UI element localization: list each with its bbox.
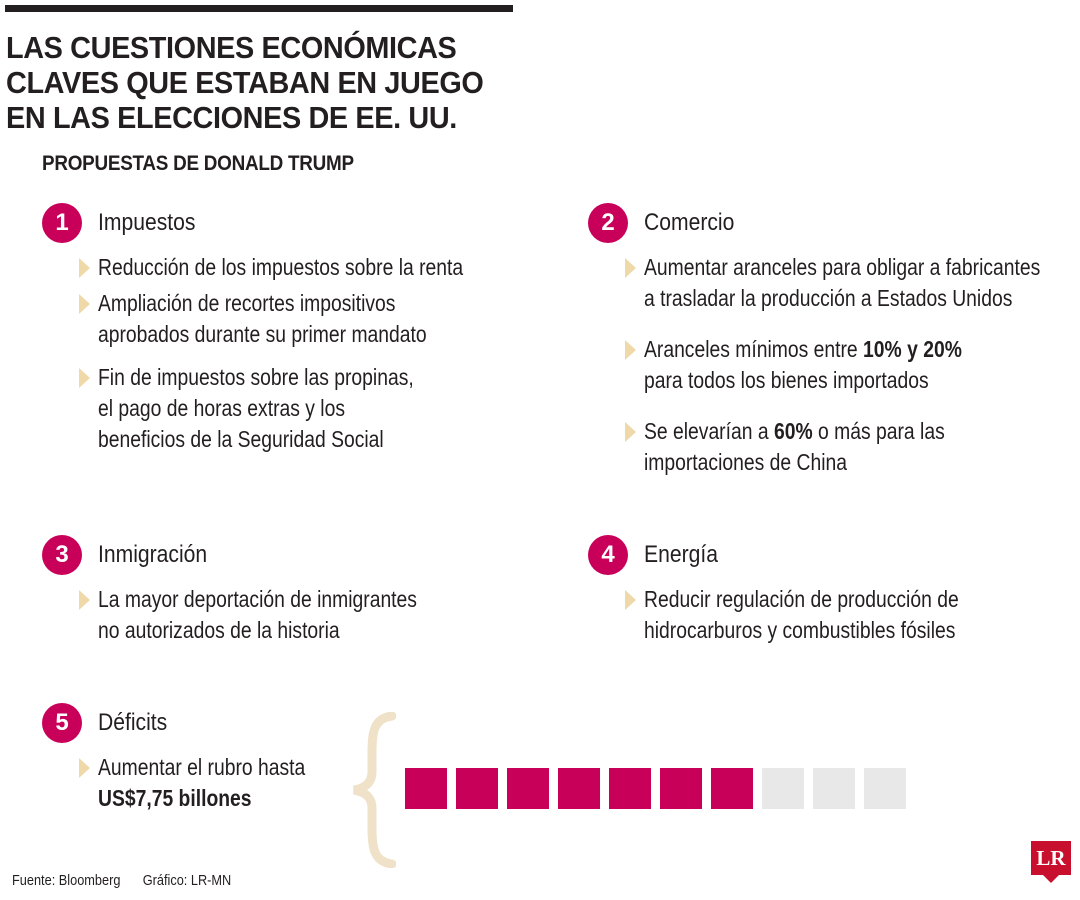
- list-item: Se elevarían a 60% o más para las import…: [588, 416, 1068, 478]
- title-line-1: LAS CUESTIONES ECONÓMICAS: [6, 30, 457, 65]
- curly-brace-icon: [353, 712, 396, 868]
- section-title: Energía: [644, 541, 718, 568]
- top-rule: [5, 5, 513, 12]
- filled-block: [558, 768, 600, 809]
- empty-block: [762, 768, 804, 809]
- section-number-badge: 4: [588, 535, 628, 575]
- section-number-badge: 1: [42, 203, 82, 243]
- logo-tail: [1043, 875, 1059, 883]
- lr-logo: LR: [1031, 841, 1071, 883]
- bullet-arrow-icon: [79, 368, 90, 388]
- section-energia: 4 Energía Reducir regulación de producci…: [588, 535, 1068, 646]
- section-impuestos: 1 Impuestos Reducción de los impuestos s…: [42, 203, 542, 455]
- list-item: Ampliación de recortes impositivos aprob…: [42, 288, 542, 350]
- filled-block: [711, 768, 753, 809]
- item-line: Ampliación de recortes impositivos: [98, 290, 396, 316]
- item-line: beneficios de la Seguridad Social: [98, 426, 384, 452]
- section-header: 1 Impuestos: [42, 203, 542, 243]
- list-item: Fin de impuestos sobre las propinas, el …: [42, 362, 542, 455]
- list-item: La mayor deportación de inmigrantes no a…: [42, 584, 542, 646]
- section-number-badge: 2: [588, 203, 628, 243]
- bullet-arrow-icon: [625, 258, 636, 278]
- section-title: Comercio: [644, 209, 735, 236]
- list-item: Aranceles mínimos entre 10% y 20% para t…: [588, 334, 1068, 396]
- footer-credits: Fuente: Bloomberg Gráfico: LR-MN: [12, 872, 231, 889]
- list-item: Aumentar el rubro hasta US$7,75 billones: [42, 752, 342, 814]
- item-line: a trasladar la producción a Estados Unid…: [644, 285, 1013, 311]
- bullet-arrow-icon: [79, 590, 90, 610]
- section-header: 2 Comercio: [588, 203, 1068, 243]
- section-comercio: 2 Comercio Aumentar aranceles para oblig…: [588, 203, 1068, 478]
- section-deficits: 5 Déficits Aumentar el rubro hasta US$7,…: [42, 703, 342, 814]
- item-line: Se elevarían a 60% o más para las: [644, 418, 945, 444]
- section-inmigracion: 3 Inmigración La mayor deportación de in…: [42, 535, 542, 646]
- item-line: Reducción de los impuestos sobre la rent…: [98, 254, 464, 280]
- item-line: importaciones de China: [644, 449, 847, 475]
- list-item: Reducir regulación de producción de hidr…: [588, 584, 1068, 646]
- bullet-arrow-icon: [625, 422, 636, 442]
- filled-block: [456, 768, 498, 809]
- filled-block: [660, 768, 702, 809]
- list-item: Reducción de los impuestos sobre la rent…: [42, 252, 542, 283]
- section-title: Déficits: [98, 709, 168, 736]
- section-title: Inmigración: [98, 541, 208, 568]
- section-subtitle: PROPUESTAS DE DONALD TRUMP: [42, 152, 354, 175]
- section-header: 3 Inmigración: [42, 535, 542, 575]
- item-line: Fin de impuestos sobre las propinas,: [98, 364, 414, 390]
- deficit-block-bar: [405, 768, 906, 809]
- bullet-arrow-icon: [79, 758, 90, 778]
- item-line: para todos los bienes importados: [644, 367, 929, 393]
- logo-text: LR: [1031, 841, 1071, 875]
- bullet-arrow-icon: [79, 294, 90, 314]
- page-title: LAS CUESTIONES ECONÓMICAS CLAVES QUE EST…: [6, 30, 527, 135]
- filled-block: [507, 768, 549, 809]
- empty-block: [864, 768, 906, 809]
- bullet-arrow-icon: [79, 258, 90, 278]
- item-line: Aumentar el rubro hasta: [98, 754, 306, 780]
- empty-block: [813, 768, 855, 809]
- title-line-3: EN LAS ELECCIONES DE EE. UU.: [6, 100, 457, 135]
- item-line: Aumentar aranceles para obligar a fabric…: [644, 254, 1041, 280]
- item-line: el pago de horas extras y los: [98, 395, 346, 421]
- filled-block: [405, 768, 447, 809]
- section-header: 4 Energía: [588, 535, 1068, 575]
- footer-graphic: Gráfico: LR-MN: [142, 872, 232, 889]
- filled-block: [609, 768, 651, 809]
- item-line: aprobados durante su primer mandato: [98, 321, 427, 347]
- section-number-badge: 5: [42, 703, 82, 743]
- bullet-arrow-icon: [625, 340, 636, 360]
- item-line-amount: US$7,75 billones: [98, 785, 252, 811]
- bullet-arrow-icon: [625, 590, 636, 610]
- item-line: La mayor deportación de inmigrantes: [98, 586, 417, 612]
- list-item: Aumentar aranceles para obligar a fabric…: [588, 252, 1068, 314]
- section-title: Impuestos: [98, 209, 196, 236]
- section-number-badge: 3: [42, 535, 82, 575]
- item-line: hidrocarburos y combustibles fósiles: [644, 617, 956, 643]
- section-header: 5 Déficits: [42, 703, 342, 743]
- item-line: Reducir regulación de producción de: [644, 586, 959, 612]
- item-line: Aranceles mínimos entre 10% y 20%: [644, 336, 962, 362]
- title-line-2: CLAVES QUE ESTABAN EN JUEGO: [6, 65, 484, 100]
- item-line: no autorizados de la historia: [98, 617, 340, 643]
- footer-source: Fuente: Bloomberg: [12, 872, 121, 889]
